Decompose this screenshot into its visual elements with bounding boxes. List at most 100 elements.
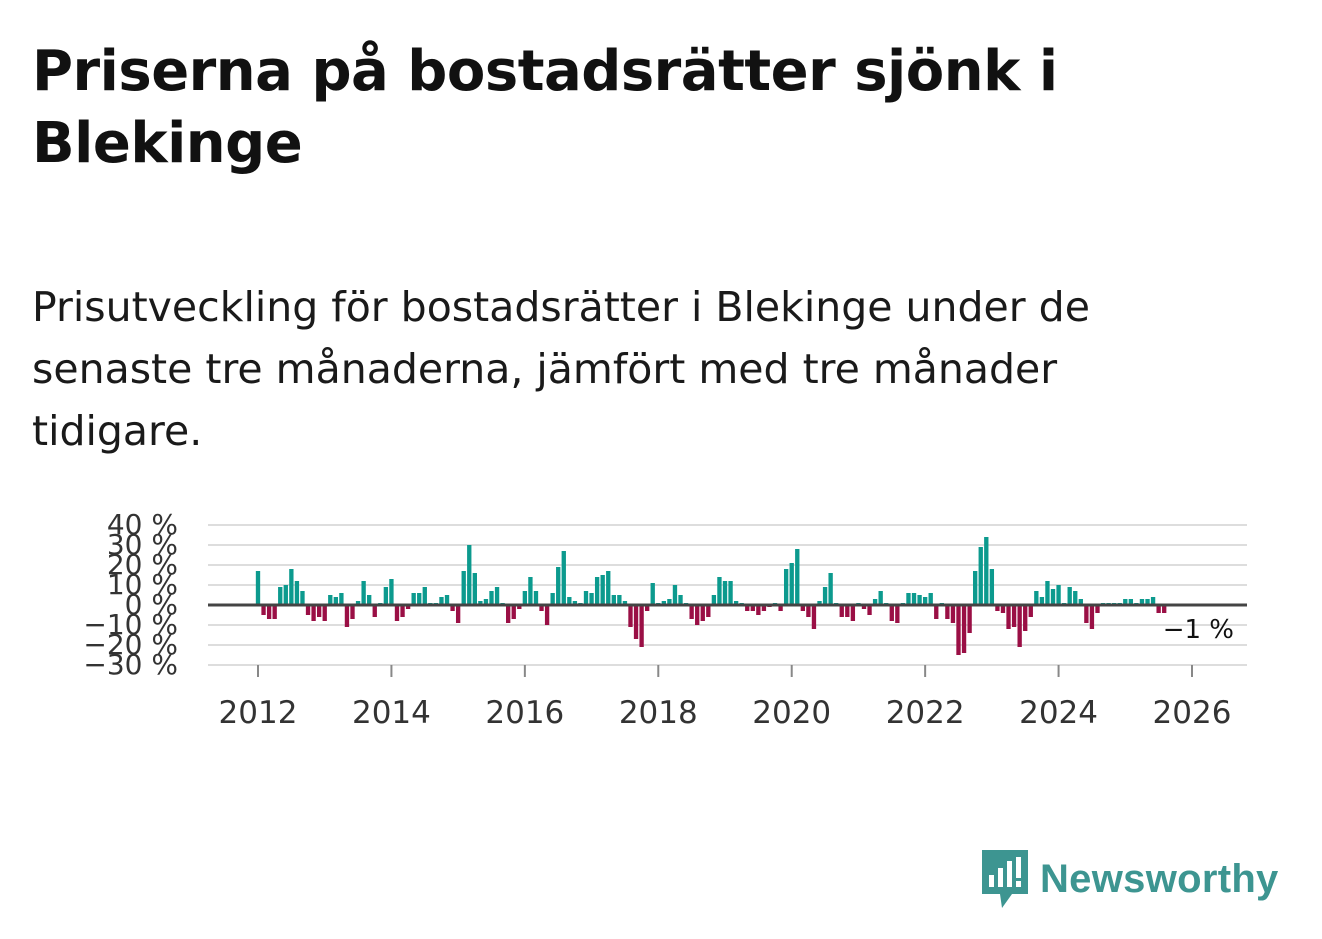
bar: [978, 547, 983, 605]
bar: [589, 593, 594, 605]
bar: [333, 597, 339, 605]
bar: [706, 605, 711, 617]
bar: [266, 605, 272, 619]
bar: [511, 605, 516, 619]
y-tick-label: 10 %: [107, 568, 178, 601]
bar: [973, 571, 978, 605]
bar: [1023, 605, 1028, 631]
bar: [1067, 587, 1072, 605]
y-tick-label: 40 %: [107, 508, 178, 541]
bar: [817, 601, 822, 605]
bar: [845, 605, 850, 617]
bar: [1145, 599, 1150, 605]
x-tick-label: 2016: [485, 695, 564, 731]
bar: [1017, 605, 1022, 647]
bar: [672, 585, 678, 605]
bar: [300, 591, 305, 605]
bar: [316, 605, 322, 617]
bar: [945, 605, 950, 619]
bar: [394, 605, 400, 621]
bar: [533, 591, 539, 605]
bar: [622, 601, 628, 605]
end-value-label: −1 %: [1163, 615, 1234, 645]
bar: [389, 579, 394, 605]
bar: [261, 605, 266, 615]
bar: [411, 593, 416, 605]
bar: [633, 605, 639, 639]
bar: [439, 597, 444, 605]
bar: [628, 605, 633, 627]
bar: [1123, 599, 1128, 605]
bar: [1128, 599, 1134, 605]
bar: [1078, 599, 1083, 605]
bar: [617, 595, 622, 605]
x-axis: 2012 2014 2016 2018 2020 2022 2024 2026: [219, 665, 1231, 731]
bar: [917, 595, 922, 605]
bar: [544, 605, 550, 625]
bar: [400, 605, 405, 617]
bar: [494, 587, 500, 605]
y-axis-labels: 40 %30 %20 %10 %0 %−10 %−20 %−30 %: [83, 508, 178, 681]
bar: [956, 605, 961, 655]
bar: [783, 569, 789, 605]
bar: [506, 605, 511, 623]
bar: [700, 605, 705, 621]
bar: [1073, 591, 1078, 605]
bar: [667, 599, 672, 605]
bar: [761, 605, 767, 611]
bar: [467, 545, 472, 605]
bar: [1056, 585, 1061, 605]
newsworthy-logo[interactable]: Newsworthy: [980, 848, 1279, 910]
bar: [350, 605, 355, 619]
bar: [550, 593, 555, 605]
bar: [583, 591, 589, 605]
bar: [689, 605, 694, 619]
bar: [455, 605, 461, 623]
bar: [661, 601, 667, 605]
x-tick-label: 2018: [619, 695, 698, 731]
bar: [861, 605, 867, 609]
bar: [644, 605, 650, 611]
x-tick-label: 2014: [352, 695, 431, 731]
x-tick-label: 2022: [886, 695, 965, 731]
bar: [895, 605, 900, 623]
bar-chart: 40 %30 %20 %10 %0 %−10 %−20 %−30 % 2012 2…: [83, 508, 1247, 731]
y-tick-label: −30 %: [83, 648, 178, 681]
chart-title: Priserna på bostadsrätter sjönk i Blekin…: [32, 39, 1058, 176]
bar: [911, 593, 917, 605]
bar: [361, 581, 366, 605]
bar: [1034, 591, 1039, 605]
bar: [934, 605, 939, 619]
bar: [950, 605, 956, 623]
bar: [483, 599, 489, 605]
bars: [255, 537, 1167, 655]
bar: [922, 597, 928, 605]
bar: [828, 573, 833, 605]
bar: [539, 605, 544, 611]
bar: [472, 573, 477, 605]
x-tick-label: 2012: [219, 695, 298, 731]
bar: [989, 569, 995, 605]
y-tick-label: −20 %: [83, 628, 178, 661]
bar: [800, 605, 806, 611]
bar: [311, 605, 316, 621]
bar: [878, 591, 883, 605]
bar: [872, 599, 878, 605]
bar: [417, 593, 422, 605]
bar: [711, 595, 717, 605]
bar: [1011, 605, 1017, 627]
bar: [1095, 605, 1100, 613]
bar: [367, 595, 372, 605]
bar: [650, 583, 655, 605]
bar: [255, 571, 261, 605]
bar: [889, 605, 894, 621]
bar: [328, 595, 333, 605]
bar: [322, 605, 327, 621]
bar: [461, 571, 466, 605]
bar: [822, 587, 828, 605]
bar: [339, 593, 344, 605]
bar: [450, 605, 455, 611]
bar: [561, 551, 566, 605]
bar: [1084, 605, 1089, 623]
bar: [528, 577, 533, 605]
